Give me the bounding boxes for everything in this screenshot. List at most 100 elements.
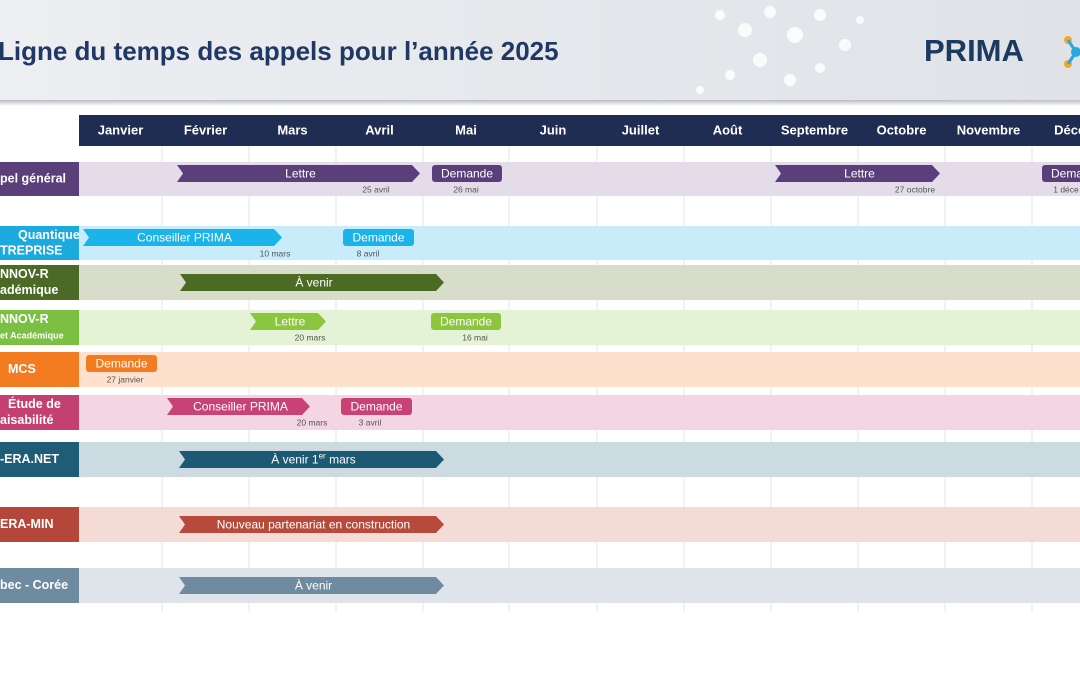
item-date: 3 avril (359, 417, 382, 427)
row-label-box (0, 265, 79, 300)
row-label-box (0, 310, 79, 345)
row-label-box (0, 162, 79, 196)
month-label: Septembre (781, 122, 848, 137)
item-text-part: Conseiller PRIMA (137, 231, 232, 245)
timeline-arrow (177, 165, 420, 182)
item-text: À venir (295, 275, 332, 290)
item-text-part: Conseiller PRIMA (193, 400, 288, 414)
row-label-box (0, 568, 79, 603)
row-label: TREPRISE (0, 243, 63, 257)
item-date: 8 avril (357, 248, 380, 258)
item-date: 26 mai (453, 184, 479, 194)
logo: PRIMA (924, 33, 1024, 68)
timeline-box (431, 313, 501, 330)
timeline-arrow (775, 165, 940, 182)
month-label: Février (184, 122, 227, 137)
timeline-arrow (179, 451, 444, 468)
item-text-part: Dema (1051, 167, 1080, 181)
row-label: ERA-MIN (0, 517, 53, 531)
timeline-arrow (250, 313, 326, 330)
row-label-box (0, 395, 79, 430)
item-text: Demande (95, 357, 147, 371)
decor-dots (696, 6, 864, 94)
row-band (79, 352, 1080, 387)
timeline-arrow (83, 229, 282, 246)
row-label-box (0, 507, 79, 542)
item-date: 1 déce (1053, 184, 1079, 194)
item-date: 20 mars (297, 417, 328, 427)
timeline-box (432, 165, 502, 182)
timeline-box (1042, 165, 1080, 182)
item-date: 27 octobre (895, 184, 935, 194)
logo-icon (1064, 36, 1080, 68)
row-label: et Académique (0, 330, 64, 340)
item-text-part: Demande (352, 231, 404, 245)
item-superscript: er (319, 452, 326, 461)
header-band (0, 0, 1080, 100)
month-label: Décem (1054, 122, 1080, 137)
item-text: Lettre (844, 167, 875, 181)
item-text-part: Lettre (844, 167, 875, 181)
item-date: 27 janvier (107, 374, 144, 384)
row-label: adémique (0, 283, 58, 297)
header-shadow (0, 100, 1080, 106)
month-label: Mars (277, 122, 307, 137)
month-label: Juillet (622, 122, 660, 137)
item-text: Nouveau partenariat en construction (217, 518, 410, 532)
title: Ligne du temps des appels pour l’année 2… (0, 36, 559, 66)
month-label: Mai (455, 122, 477, 137)
item-text-part: Lettre (285, 167, 316, 181)
item-text-part: À venir (295, 275, 332, 290)
item-text: Lettre (275, 315, 306, 329)
row-label-box (0, 226, 79, 260)
timeline-arrow (179, 577, 444, 594)
item-date: 16 mai (462, 332, 488, 342)
item-text-part: Demande (95, 357, 147, 371)
item-text: À venir 1er mars (271, 452, 355, 467)
item-text: Demande (441, 167, 493, 181)
item-text: Demande (350, 400, 402, 414)
month-label: Janvier (98, 122, 144, 137)
timeline-arrow (179, 516, 444, 533)
row-label: pel général (0, 171, 66, 185)
timeline-arrow (180, 274, 444, 291)
item-text-part: Demande (440, 315, 492, 329)
row-band (79, 310, 1080, 345)
item-text-part: mars (326, 453, 356, 467)
month-header (79, 115, 1080, 146)
item-text-part: Demande (441, 167, 493, 181)
item-date: 20 mars (295, 332, 326, 342)
item-date: 10 mars (260, 248, 291, 258)
row-label: aisabilité (0, 413, 54, 427)
item-text-part: Demande (350, 400, 402, 414)
item-text: À venir (295, 578, 332, 593)
month-label: Août (713, 122, 743, 137)
timeline-box (341, 398, 412, 415)
row-label: -ERA.NET (0, 452, 59, 466)
timeline-box (343, 229, 414, 246)
item-text-part: À venir (295, 578, 332, 593)
row-label: Étude de (8, 396, 61, 411)
row-label: NNOV-R (0, 267, 49, 281)
row-label: Quantique (18, 228, 80, 242)
item-text: Demande (352, 231, 404, 245)
row-label: bec - Corée (0, 578, 68, 592)
row-label: MCS (8, 362, 36, 376)
row-label-box (0, 442, 79, 477)
item-text-part: Lettre (275, 315, 306, 329)
row-label-box (0, 352, 79, 387)
item-text: Dema (1051, 167, 1080, 181)
item-text: Lettre (285, 167, 316, 181)
item-text: Demande (440, 315, 492, 329)
timeline-arrow (167, 398, 310, 415)
month-label: Juin (540, 122, 567, 137)
item-date: 25 avril (362, 184, 390, 194)
timeline-box (86, 355, 157, 372)
month-label: Novembre (957, 122, 1021, 137)
item-text-part: À venir 1 (271, 452, 319, 467)
item-text-part: Nouveau partenariat en construction (217, 518, 410, 532)
item-text: Conseiller PRIMA (137, 231, 232, 245)
month-label: Avril (365, 122, 393, 137)
row-label: NNOV-R (0, 312, 49, 326)
